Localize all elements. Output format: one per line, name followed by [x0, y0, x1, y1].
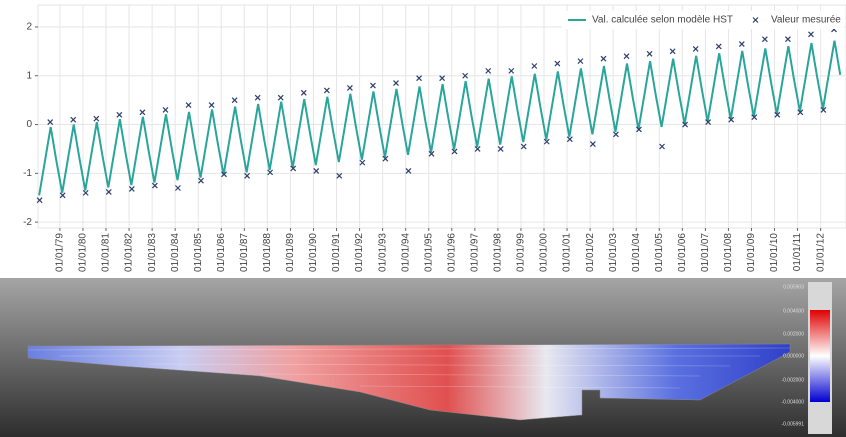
- render: 0.005903 0.004000 0.002000 0.000000 -0.00200…: [0, 278, 846, 437]
- x-tick-label: 01/01/10: [769, 233, 780, 272]
- x-tick-label: 01/01/88: [262, 233, 273, 272]
- x-tick-label: 01/01/04: [631, 233, 642, 272]
- colorbar-label: -0.004000: [781, 399, 804, 405]
- colorbar-label: 0.000000: [783, 353, 804, 359]
- x-tick-label: 01/01/03: [608, 233, 619, 272]
- legend-label: Valeur mesurée: [771, 15, 841, 26]
- x-tick-label: 01/01/84: [170, 233, 181, 272]
- legend-label: Val. calculée selon modèle HST: [592, 15, 733, 26]
- y-tick-label: -1: [23, 168, 32, 179]
- x-tick-label: 01/01/95: [423, 233, 434, 272]
- x-tick-label: 01/01/05: [654, 233, 665, 272]
- x-tick-label: 01/01/80: [78, 233, 89, 272]
- x-tick-label: 01/01/94: [400, 233, 411, 272]
- colorbar: [810, 310, 830, 402]
- x-tick-label: 01/01/99: [516, 233, 527, 272]
- figure: -2 -1 0 1 2 01/01/79 01/01/80 01/01/81 01/01/82 0…: [0, 0, 846, 437]
- x-tick-label: 01/01/96: [446, 233, 457, 272]
- colorbar-label: 0.002000: [783, 331, 804, 337]
- x-tick-label: 01/01/98: [493, 233, 504, 272]
- x-tick-label: 01/01/87: [239, 233, 250, 272]
- x-tick-label: 01/01/90: [308, 233, 319, 272]
- page: {"chart_data": {"type": "line", "xlim": …: [0, 0, 846, 437]
- x-tick-label: 01/01/86: [216, 233, 227, 272]
- x-tick-label: 01/01/00: [539, 233, 550, 272]
- x-tick-label: 01/01/82: [124, 233, 135, 272]
- colorbar-label: -0.002000: [781, 377, 804, 383]
- x-tick-label: 01/01/89: [285, 233, 296, 272]
- y-tick-label: 0: [26, 119, 32, 130]
- x-tick-label: 01/01/91: [331, 233, 342, 272]
- x-tick-label: 01/01/12: [815, 233, 826, 272]
- x-tick-label: 01/01/92: [354, 233, 365, 272]
- plot-area: [38, 5, 846, 228]
- x-tick-label: 01/01/01: [562, 233, 573, 272]
- x-tick-label: 01/01/85: [193, 233, 204, 272]
- x-tick-label: 01/01/02: [585, 233, 596, 272]
- x-tick-label: 01/01/81: [101, 233, 112, 272]
- x-tick-label: 01/01/11: [792, 233, 803, 272]
- x-tick-label: 01/01/09: [746, 233, 757, 272]
- x-tick-label: 01/01/07: [700, 233, 711, 272]
- y-tick-label: 2: [26, 22, 32, 33]
- y-tick-label: 1: [26, 70, 32, 81]
- x-tick-label: 01/01/93: [377, 233, 388, 272]
- x-tick-label: 01/01/08: [723, 233, 734, 272]
- x-tick-label: 01/01/79: [55, 233, 66, 272]
- colorbar-label: 0.005903: [783, 284, 804, 290]
- x-tick-label: 01/01/97: [469, 233, 480, 272]
- colorbar-label: -0.005991: [781, 421, 804, 427]
- x-tick-label: 01/01/83: [147, 233, 158, 272]
- y-tick-label: -2: [23, 217, 32, 228]
- colorbar-label: 0.004000: [783, 308, 804, 314]
- x-tick-label: 01/01/06: [677, 233, 688, 272]
